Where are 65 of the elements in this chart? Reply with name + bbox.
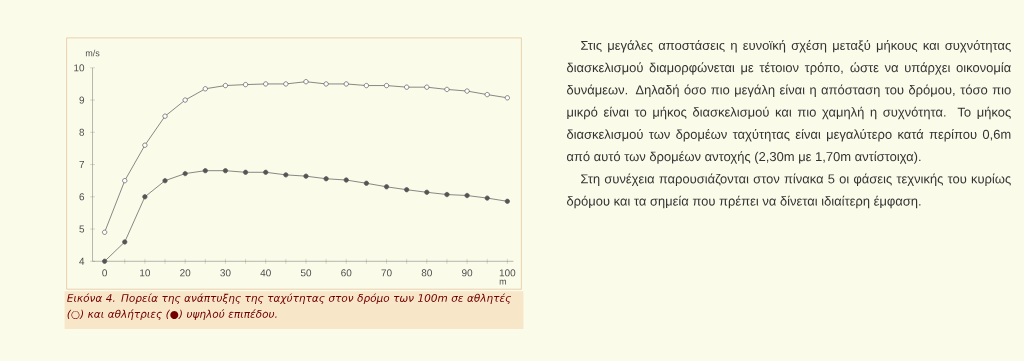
point xyxy=(142,194,148,200)
point xyxy=(323,81,329,87)
x-tick-label: 40 xyxy=(260,269,271,277)
text: Εικόνα 4. Πορεία της ανάπτυξης της ταχύτητας στον δρόμο των 100m σε αθλητές (○) και αθλήτριες (●) υψηλού επιπέδου. xyxy=(67,293,511,320)
point xyxy=(243,82,249,88)
point xyxy=(424,189,430,195)
point xyxy=(404,187,410,193)
x-tick-label: 80 xyxy=(421,269,432,277)
point xyxy=(102,258,108,264)
x-tick-label: 0 xyxy=(102,269,108,277)
point xyxy=(424,84,430,90)
point xyxy=(162,113,168,119)
point xyxy=(484,195,490,201)
y-tick-label: 10 xyxy=(74,64,85,72)
point xyxy=(142,142,148,148)
point xyxy=(263,81,269,87)
point xyxy=(504,198,510,204)
y-tick-label: 6 xyxy=(79,193,85,201)
point xyxy=(243,169,249,175)
point xyxy=(323,176,329,182)
point xyxy=(464,88,470,94)
x-axis-title: m xyxy=(499,279,507,285)
point xyxy=(202,168,208,174)
point xyxy=(182,97,188,103)
y-tick-label: 8 xyxy=(79,128,85,136)
point xyxy=(122,239,128,245)
point xyxy=(303,173,309,179)
x-tick-label: 100 xyxy=(499,269,516,277)
point xyxy=(283,172,289,178)
point xyxy=(202,86,208,92)
point xyxy=(484,92,490,98)
y-tick-label: 7 xyxy=(79,161,85,168)
x-tick-label: 60 xyxy=(341,269,352,277)
text: Στη συνέχεια παρουσιάζονται στον πίνακα 5 οι φάσεις τεχνικής του κυρίως δρόμου και τα σημεία που πρέπει να δίνεται ιδιαίτερη έμφαση. xyxy=(567,173,1011,209)
point xyxy=(102,229,108,235)
point xyxy=(263,169,269,175)
point xyxy=(303,79,309,85)
text: Στις μεγάλες αποστάσεις η ευνοϊκή σχέση μεταξύ μήκους και συχνότητας διασκελισμού διαμορφώνεται με τέτοιον τρόπο, ώστε να υπάρχει οικονομία δυνάμεων. Δηλαδή όσο πιο μεγάλη είναι η απόσταση του δρόμου, τόσο πιο μικρό είναι το μήκος διασκελισμού και πιο χαμηλή η συχνότητα. Το μήκος διασκελισμού των δρομέων ταχύτητας είναι μεγαλύτερο κατά περίπου 0,6m από αυτό των δρομέων αντοχής (2,30m με 1,70m αντίστοιχα). xyxy=(567,40,1011,164)
x-tick-label: 90 xyxy=(462,269,473,277)
x-tick-label: 50 xyxy=(300,269,312,277)
point xyxy=(182,171,188,177)
point xyxy=(464,192,470,199)
x-tick-label: 30 xyxy=(220,269,231,277)
point xyxy=(343,177,349,183)
point xyxy=(383,83,390,89)
y-tick-label: 5 xyxy=(79,225,85,233)
point xyxy=(343,81,349,87)
point xyxy=(444,192,450,198)
point xyxy=(222,168,228,174)
point xyxy=(504,95,510,101)
point xyxy=(122,178,128,184)
x-tick-label: 70 xyxy=(381,269,392,277)
point xyxy=(222,83,228,89)
point xyxy=(363,83,369,89)
y-tick-label: 9 xyxy=(79,96,85,104)
point xyxy=(283,81,289,87)
x-tick-label: 20 xyxy=(180,269,191,277)
point xyxy=(444,86,450,92)
y-tick-label: 4 xyxy=(79,257,85,265)
y-axis-title: m/s xyxy=(85,49,100,57)
x-tick-label: 10 xyxy=(140,269,151,277)
point xyxy=(404,84,410,90)
point xyxy=(383,184,390,190)
point xyxy=(363,180,369,186)
point xyxy=(162,178,168,184)
